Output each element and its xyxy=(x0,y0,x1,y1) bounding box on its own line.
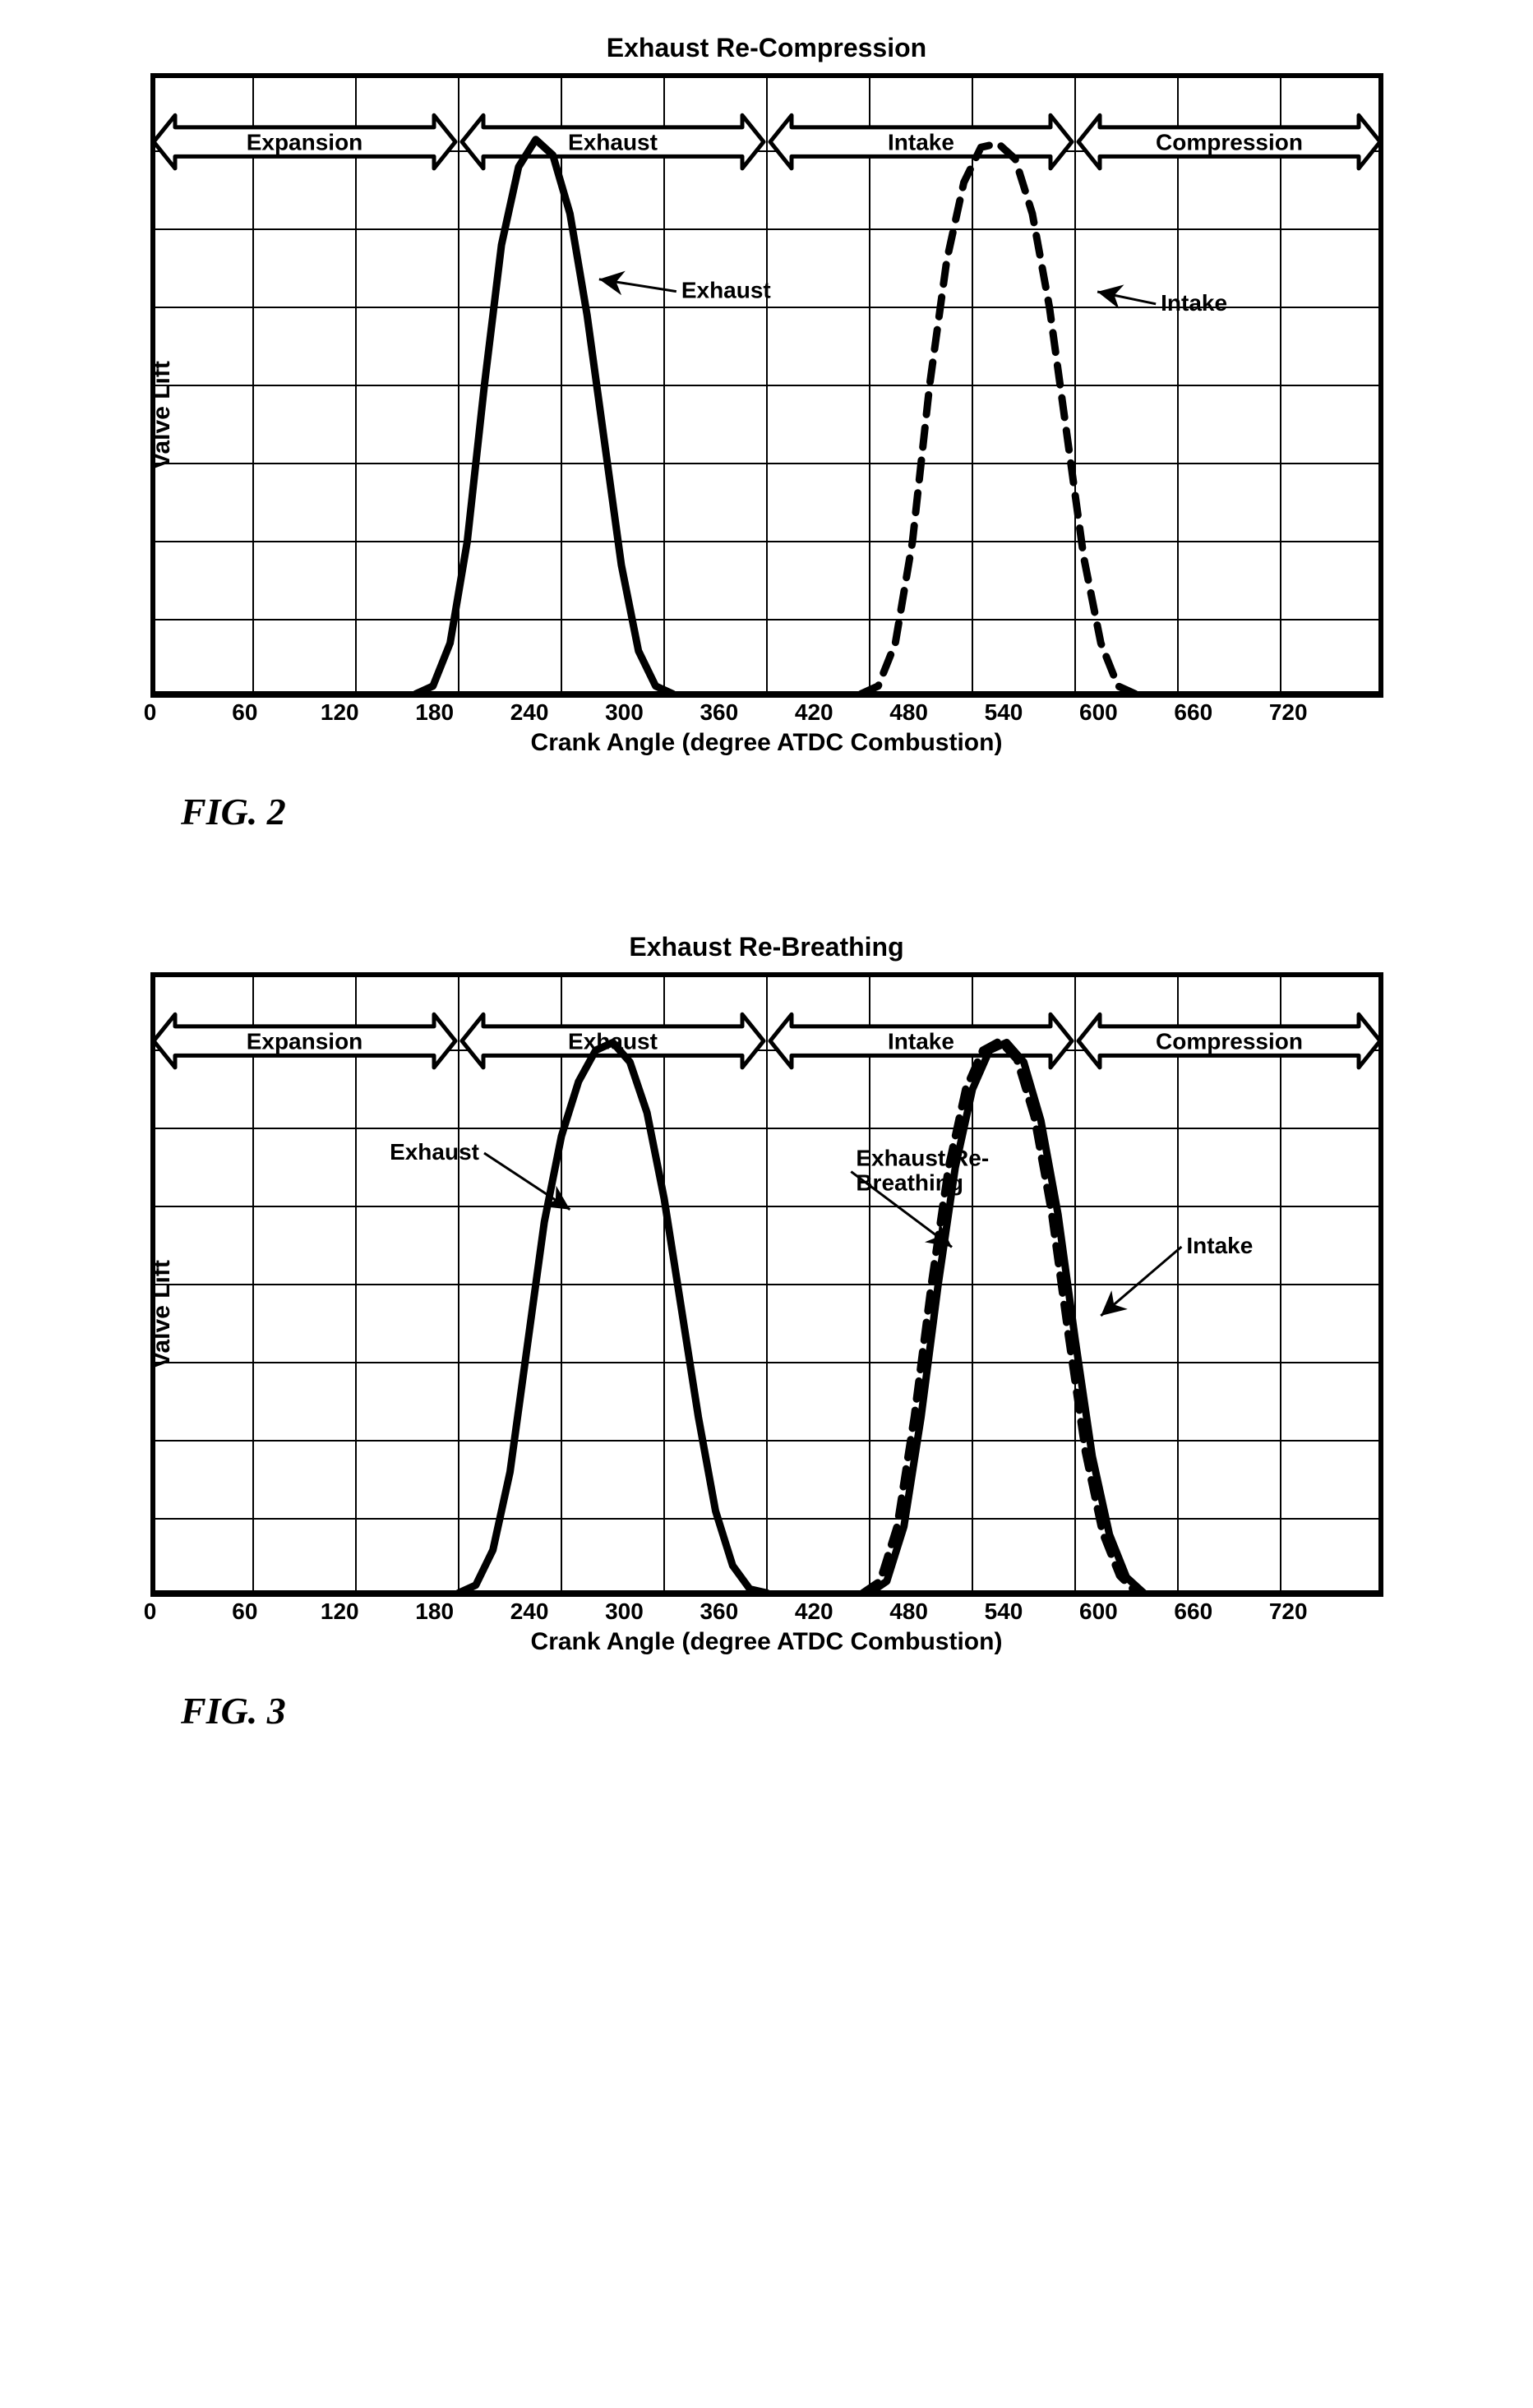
x-tick: 180 xyxy=(387,699,482,726)
series-label-exhaust: Exhaust xyxy=(681,278,770,303)
x-tick: 360 xyxy=(672,699,766,726)
x-tick: 540 xyxy=(956,699,1050,726)
x-tick: 120 xyxy=(293,1598,387,1625)
x-tick: 660 xyxy=(1146,1598,1240,1625)
phase-arrow-label: Compression xyxy=(1156,1028,1303,1054)
x-tick: 420 xyxy=(767,699,861,726)
x-tick: 240 xyxy=(482,1598,576,1625)
x-axis-label: Crank Angle (degree ATDC Combustion) xyxy=(150,1628,1383,1656)
chart-wrap: Valve Lift Expansion Exhaust Intake Compress… xyxy=(150,73,1383,757)
x-tick-row: 060120180240300360420480540600660720 xyxy=(150,1598,1383,1625)
x-tick: 480 xyxy=(861,1598,956,1625)
x-tick: 300 xyxy=(577,699,672,726)
x-tick: 0 xyxy=(103,1598,197,1625)
x-tick: 480 xyxy=(861,699,956,726)
phase-arrow-label: Compression xyxy=(1156,129,1303,155)
figure-fig3: Exhaust Re-Breathing Valve Lift Expansion E… xyxy=(66,932,1467,1732)
x-tick: 540 xyxy=(956,1598,1050,1625)
phase-arrow-label: Exhaust xyxy=(568,129,658,155)
series-label-intake: Intake xyxy=(1161,290,1227,316)
x-tick: 120 xyxy=(293,699,387,726)
x-tick-row: 060120180240300360420480540600660720 xyxy=(150,699,1383,726)
x-tick: 360 xyxy=(672,1598,766,1625)
series-label-intake: Intake xyxy=(1186,1233,1253,1258)
chart-wrap: Valve Lift Expansion Exhaust Intake Compress… xyxy=(150,972,1383,1656)
chart-svg: ExpansionExhaustIntakeCompressionExhaust… xyxy=(150,972,1383,1597)
x-tick: 0 xyxy=(103,699,197,726)
x-tick: 420 xyxy=(767,1598,861,1625)
figure-caption: FIG. 3 xyxy=(181,1689,1467,1732)
phase-arrow-label: Intake xyxy=(888,129,954,155)
x-tick: 660 xyxy=(1146,699,1240,726)
x-tick: 180 xyxy=(387,1598,482,1625)
chart-title: Exhaust Re-Breathing xyxy=(66,932,1467,962)
x-tick: 60 xyxy=(197,699,292,726)
series-label-exhaust: Exhaust xyxy=(390,1139,479,1165)
x-tick: 60 xyxy=(197,1598,292,1625)
figure-caption: FIG. 2 xyxy=(181,790,1467,833)
y-axis-label: Valve Lift xyxy=(147,1260,175,1368)
x-tick: 720 xyxy=(1240,1598,1335,1625)
chart-svg: Expansion Exhaust Intake Compression Exhaust… xyxy=(150,73,1383,698)
x-axis-label: Crank Angle (degree ATDC Combustion) xyxy=(150,729,1383,757)
phase-arrow-label: Intake xyxy=(888,1028,954,1054)
phase-arrow-label: Expansion xyxy=(246,129,362,155)
phase-arrow-label: Expansion xyxy=(246,1028,362,1054)
x-tick: 300 xyxy=(577,1598,672,1625)
y-axis-label: Valve Lift xyxy=(147,361,175,469)
chart-title: Exhaust Re-Compression xyxy=(66,33,1467,63)
x-tick: 600 xyxy=(1051,1598,1146,1625)
x-tick: 240 xyxy=(482,699,576,726)
x-tick: 720 xyxy=(1240,699,1335,726)
x-tick: 600 xyxy=(1051,699,1146,726)
figure-fig2: Exhaust Re-CompressionValve LiftExpansio… xyxy=(66,33,1467,833)
